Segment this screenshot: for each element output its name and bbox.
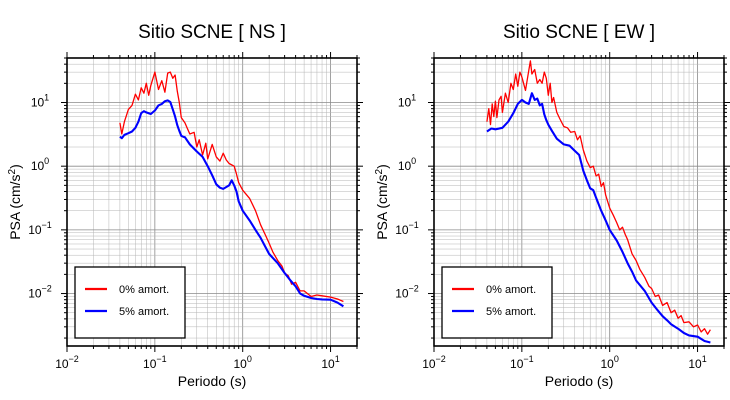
plot-frame — [433, 57, 725, 347]
legend-label: 5% amort. — [486, 306, 536, 318]
series-line-zero-damping — [486, 60, 711, 335]
y-tick-label: 101 — [31, 93, 49, 110]
legend-box — [441, 266, 553, 339]
x-tick-label: 10−1 — [510, 354, 534, 371]
legend: 0% amort. 5% amort. — [441, 266, 553, 339]
y-tick-label: 100 — [31, 156, 49, 173]
x-axis-label: Periodo (s) — [545, 373, 613, 389]
grid — [66, 57, 358, 346]
y-tick-label: 10−2 — [28, 284, 52, 301]
x-tick-label: 101 — [688, 354, 706, 371]
y-tick-label: 10−1 — [395, 220, 419, 237]
y-tick-label: 100 — [398, 156, 416, 173]
legend-label: 5% amort. — [119, 306, 169, 318]
chart-panel-ew: Sitio SCNE [ EW ] Periodo (s) PSA (cm/s2… — [374, 22, 730, 389]
tick-marks — [428, 52, 730, 352]
plot-frame — [66, 57, 358, 347]
x-tick-label: 101 — [321, 354, 339, 371]
legend: 0% amort. 5% amort. — [74, 266, 186, 339]
chart-panel-ns: Sitio SCNE [ NS ] Periodo (s) PSA (cm/s2… — [7, 22, 363, 389]
series-line-five-pct-damping — [119, 99, 344, 308]
chart-title: Sitio SCNE [ EW ] — [503, 22, 655, 43]
legend-box — [74, 266, 186, 339]
y-axis-label: PSA (cm/s2) — [7, 164, 23, 240]
x-tick-label: 10−2 — [422, 354, 446, 371]
chart-title: Sitio SCNE [ NS ] — [138, 22, 286, 43]
tick-marks — [61, 52, 363, 352]
series-line-zero-damping — [119, 71, 344, 303]
legend-label: 0% amort. — [486, 284, 536, 296]
x-tick-label: 100 — [601, 354, 619, 371]
y-axis-label: PSA (cm/s2) — [374, 164, 390, 240]
series-line-five-pct-damping — [486, 92, 711, 344]
x-tick-label: 100 — [234, 354, 252, 371]
y-tick-label: 10−2 — [395, 284, 419, 301]
y-tick-label: 10−1 — [28, 220, 52, 237]
y-tick-label: 101 — [398, 93, 416, 110]
x-tick-label: 10−2 — [55, 354, 79, 371]
x-axis-label: Periodo (s) — [178, 373, 246, 389]
x-tick-label: 10−1 — [143, 354, 167, 371]
legend-label: 0% amort. — [119, 284, 169, 296]
